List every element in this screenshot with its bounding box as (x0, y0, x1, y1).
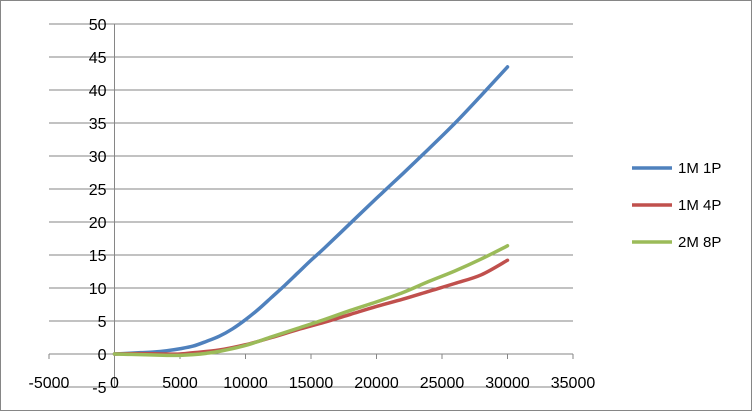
series-line-2m-8p (112, 244, 510, 358)
legend-label-1m-4p: 1M 4P (678, 197, 721, 214)
series-line-1m-1p (112, 65, 510, 356)
y-tick-label-0: -5 (92, 380, 106, 397)
y-tick-label-8: 35 (89, 116, 107, 133)
x-tick-label-5: 20000 (354, 375, 399, 392)
y-tick-label-10: 45 (89, 50, 107, 67)
y-tick-label-9: 40 (89, 83, 107, 100)
x-tick-label-3: 10000 (223, 375, 268, 392)
x-tick-label-6: 25000 (420, 375, 465, 392)
y-tick-label-11: 50 (89, 17, 107, 34)
y-tick-label-2: 5 (98, 314, 107, 331)
y-tick-label-4: 15 (89, 248, 107, 265)
y-tick-label-6: 25 (89, 182, 107, 199)
x-tick-label-4: 15000 (289, 375, 334, 392)
x-tick-label-2: 5000 (162, 375, 198, 392)
y-tick-label-5: 20 (89, 215, 107, 232)
x-tick-label-0: -5000 (29, 375, 70, 392)
y-tick-label-3: 10 (89, 281, 107, 298)
legend-label-1m-1p: 1M 1P (678, 160, 721, 177)
x-tick-label-1: 0 (110, 375, 119, 392)
x-tick-label-7: 30000 (485, 375, 530, 392)
legend-label-2m-8p: 2M 8P (678, 234, 721, 251)
x-tick-label-8: 35000 (551, 375, 596, 392)
y-tick-label-7: 30 (89, 149, 107, 166)
y-tick-label-1: 0 (98, 347, 107, 364)
